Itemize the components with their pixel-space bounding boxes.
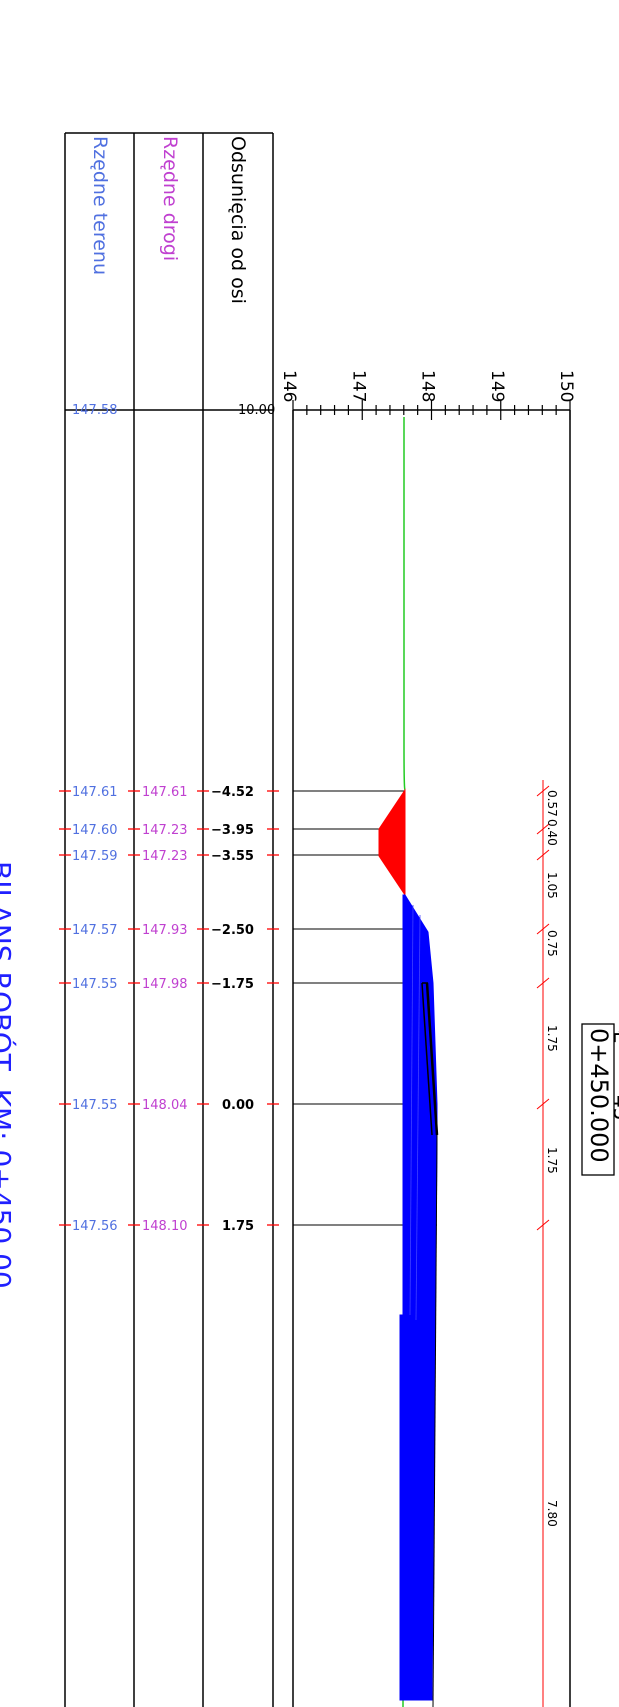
terrain-elevation-value: 147.59 (72, 849, 118, 864)
segment-width-label: 0.75 (545, 930, 559, 957)
road-pavement (421, 982, 439, 1707)
scale-tick-label: 150 (556, 370, 576, 402)
offset-value: −2.50 (211, 923, 254, 938)
terrain-elevation-value: 147.56 (72, 1219, 118, 1234)
dimension-tick (536, 849, 550, 861)
dimension-tick (536, 1219, 550, 1231)
offset-value: 1.75 (222, 1219, 254, 1234)
dimension-line (536, 780, 550, 1707)
road-elevation-value: 147.61 (142, 785, 188, 800)
terrain-elevation-value: 147.55 (72, 1098, 118, 1113)
cut-label: Ł (609, 1030, 619, 1043)
segment-width-label: 1.05 (545, 872, 559, 899)
offset-value: −3.95 (211, 823, 254, 838)
offset-value: −3.55 (211, 849, 254, 864)
terrain-elevation-value: 147.57 (72, 923, 118, 938)
road-elevation-value: 147.23 (142, 823, 188, 838)
terrain-elevation-value: 147.60 (72, 823, 118, 838)
road-elevation-value: 148.04 (142, 1098, 188, 1113)
offset-value: 10.00 (238, 403, 275, 418)
station-label-group: 0+450.000 Ł 45 (581, 1023, 619, 1176)
section-frame (292, 410, 571, 1707)
fill-area (399, 894, 438, 1701)
dimension-tick (536, 923, 550, 935)
station-label: 0+450.000 (585, 1028, 613, 1163)
elevation-scale (292, 400, 571, 420)
header-road-elevations: Rzędne drogi (159, 136, 181, 261)
scale-tick-label: 146 (279, 370, 299, 402)
station-label-box (581, 1023, 615, 1176)
road-elevation-value: 147.23 (142, 849, 188, 864)
scale-tick-label: 148 (418, 370, 438, 402)
header-terrain-elevations: Rzędne terenu (89, 136, 111, 275)
scale-tick-label: 147 (348, 370, 368, 402)
terrain-elevation-value: 147.61 (72, 785, 118, 800)
cut-number: 45 (609, 1095, 619, 1120)
offset-value: 0.00 (222, 1098, 254, 1113)
dimension-tick (536, 1098, 550, 1110)
dimension-tick (536, 785, 550, 797)
segment-width-label: 7.80 (545, 1500, 559, 1527)
drawing-title: BILANS ROBÓT, KM: 0+450.00 (0, 861, 18, 1289)
cut-area (378, 788, 406, 897)
road-elevation-value: 147.98 (142, 977, 188, 992)
segment-width-label: 1.75 (545, 1147, 559, 1174)
road-elevation-value: 148.10 (142, 1219, 188, 1234)
dimension-tick (536, 823, 550, 835)
segment-width-label: 0.57 (545, 790, 559, 817)
offset-value: −4.52 (211, 785, 254, 800)
terrain-elevation-value: 147.58 (72, 403, 118, 418)
header-offset: Odsunięcia od osi (227, 136, 249, 304)
segment-width-label: 1.75 (545, 1025, 559, 1052)
terrain-elevation-value: 147.55 (72, 977, 118, 992)
offset-value: −1.75 (211, 977, 254, 992)
scale-tick-label: 149 (487, 370, 507, 402)
segment-width-label: 0.40 (545, 819, 559, 846)
data-table (64, 132, 274, 1707)
road-elevation-value: 147.93 (142, 923, 188, 938)
dimension-tick (536, 977, 550, 989)
